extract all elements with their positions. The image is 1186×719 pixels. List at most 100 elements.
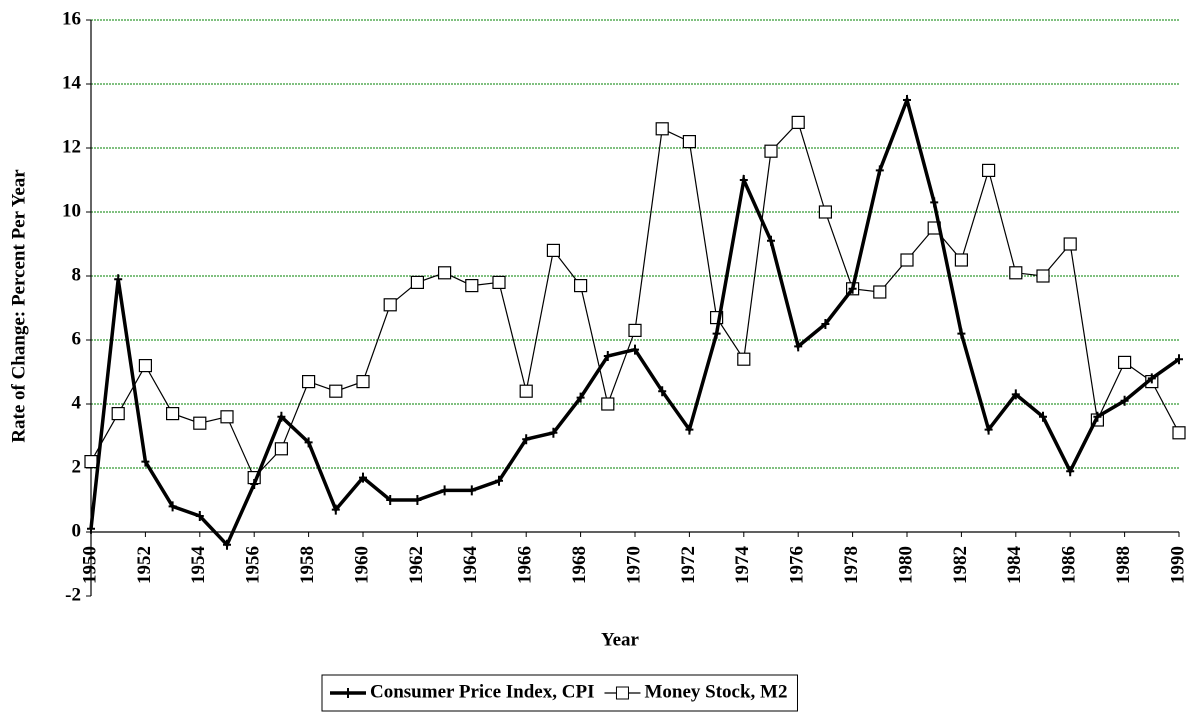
legend-label: Consumer Price Index, CPI: [370, 681, 594, 702]
point: [821, 319, 830, 329]
point: [359, 472, 367, 483]
point: [1120, 395, 1129, 406]
point: [193, 416, 207, 430]
point: [356, 375, 370, 389]
point: [682, 135, 697, 149]
point: [383, 298, 397, 312]
point: [495, 475, 503, 486]
x-tick-label: 1958: [297, 546, 318, 584]
x-tick-label: 1980: [895, 546, 916, 584]
point: [467, 485, 476, 496]
point: [410, 275, 424, 289]
point: [903, 95, 911, 105]
y-tick-label: 8: [72, 264, 82, 285]
point: [875, 165, 884, 176]
point: [900, 253, 914, 267]
point: [1039, 411, 1047, 422]
point: [138, 359, 152, 373]
legend-marker: [615, 686, 629, 700]
x-tick-label: 1960: [351, 546, 372, 584]
x-tick-label: 1968: [569, 546, 590, 584]
series-line: [90, 121, 1180, 479]
point: [1063, 237, 1077, 251]
point: [220, 410, 234, 424]
y-tick-label: 2: [72, 456, 82, 477]
point: [277, 411, 286, 422]
point: [440, 485, 449, 496]
point: [1009, 266, 1023, 280]
y-axis-label: Rate of Change: Percent Per Year: [8, 169, 29, 443]
point: [114, 274, 123, 285]
point: [848, 283, 857, 294]
point: [1011, 389, 1020, 400]
y-tick-label: 0: [72, 520, 82, 541]
point: [818, 205, 833, 219]
point: [413, 495, 422, 505]
point: [1172, 426, 1186, 440]
y-tick-label: 12: [62, 136, 81, 157]
point: [1147, 373, 1156, 384]
y-tick-label: -2: [65, 584, 81, 605]
point: [438, 266, 452, 280]
point: [549, 427, 558, 438]
point: [794, 341, 803, 352]
point: [685, 424, 694, 435]
point: [957, 328, 966, 339]
point: [168, 501, 177, 512]
point: [546, 243, 561, 257]
x-axis-label: Year: [601, 629, 640, 650]
point: [573, 279, 588, 293]
y-tick-label: 16: [62, 8, 81, 29]
point: [601, 397, 615, 411]
point: [492, 275, 506, 289]
point: [981, 163, 996, 177]
x-tick-label: 1952: [134, 546, 155, 584]
y-tick-label: 10: [62, 200, 81, 221]
x-tick-label: 1974: [732, 546, 753, 585]
point: [519, 384, 533, 398]
point: [767, 235, 775, 246]
x-tick-label: 1988: [1113, 546, 1134, 584]
y-tick-label: 4: [72, 392, 82, 413]
x-tick-label: 1976: [787, 546, 808, 584]
point: [1066, 466, 1075, 477]
x-tick-label: 1990: [1167, 546, 1186, 584]
x-tick-label: 1972: [678, 546, 699, 584]
point: [764, 144, 778, 158]
legend-label: Money Stock, M2: [644, 681, 787, 702]
legend-box: [321, 674, 798, 712]
point: [465, 279, 479, 293]
x-tick-label: 1970: [623, 546, 644, 584]
legend: Consumer Price Index, CPI Money Stock, M2: [321, 674, 798, 712]
x-tick-label: 1956: [243, 546, 264, 584]
point: [302, 375, 316, 389]
x-tick-label: 1984: [1004, 546, 1025, 585]
point: [930, 197, 939, 208]
x-tick-label: 1982: [950, 546, 971, 584]
point: [329, 384, 343, 398]
x-tick-label: 1966: [515, 546, 536, 584]
point: [628, 323, 642, 337]
point: [87, 523, 95, 534]
point: [954, 253, 969, 267]
point: [274, 442, 288, 456]
point: [1117, 355, 1132, 369]
x-tick-label: 1950: [79, 546, 100, 584]
point: [712, 328, 721, 339]
point: [522, 434, 531, 445]
point: [1036, 269, 1050, 283]
point: [304, 437, 313, 448]
point: [873, 285, 887, 299]
point: [84, 455, 98, 469]
x-tick-label: 1978: [841, 546, 862, 584]
point: [576, 392, 585, 403]
point: [386, 495, 395, 505]
x-tick-label: 1964: [460, 546, 481, 585]
point: [331, 504, 340, 515]
x-tick-label: 1986: [1059, 546, 1080, 584]
point: [658, 386, 667, 397]
y-tick-label: 14: [62, 72, 82, 93]
point: [195, 511, 204, 521]
point: [166, 407, 180, 421]
